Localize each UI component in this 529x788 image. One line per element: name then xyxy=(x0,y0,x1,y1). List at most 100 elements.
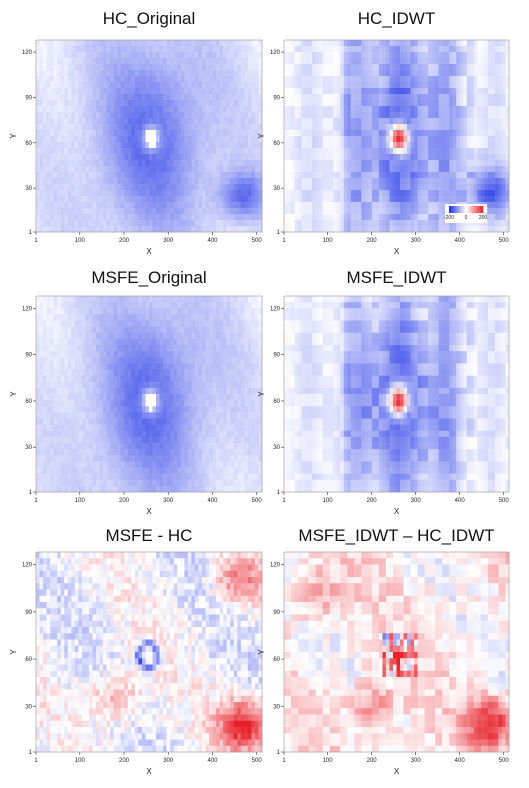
heatmap-cell xyxy=(431,142,436,149)
heatmap-cell xyxy=(113,357,118,364)
heatmap-cell xyxy=(120,118,125,125)
heatmap-cell xyxy=(60,76,65,83)
heatmap-cell xyxy=(78,338,83,346)
heatmap-cell xyxy=(480,148,485,155)
heatmap-cell xyxy=(284,40,288,47)
heatmap-cell xyxy=(354,136,359,143)
heatmap-cell xyxy=(378,118,383,125)
heatmap-cell xyxy=(400,70,404,77)
heatmap-cell xyxy=(131,70,136,77)
heatmap-cell xyxy=(244,118,249,125)
heatmap-cell xyxy=(456,148,461,155)
heatmap-cell xyxy=(81,345,86,352)
heatmap-cell xyxy=(322,118,327,125)
heatmap-cell xyxy=(152,106,157,113)
heatmap-cell xyxy=(53,308,58,315)
heatmap-cell xyxy=(74,363,79,370)
heatmap-cell xyxy=(103,226,108,233)
heatmap-cell xyxy=(113,473,118,481)
heatmap-cell xyxy=(435,136,440,143)
heatmap-cell xyxy=(494,136,499,143)
heatmap-cell xyxy=(57,118,62,125)
heatmap-cell xyxy=(145,202,150,209)
heatmap-cell xyxy=(389,148,394,155)
heatmap-cell xyxy=(347,76,352,83)
heatmap-cell xyxy=(333,202,338,209)
heatmap-cell xyxy=(333,58,338,65)
heatmap-cell xyxy=(187,202,192,209)
heatmap-cell xyxy=(254,160,259,167)
heatmap-cell xyxy=(88,136,93,143)
heatmap-cell xyxy=(247,76,252,83)
heatmap-cell xyxy=(67,160,72,167)
x-tick-label: 500 xyxy=(252,238,263,244)
heatmap-cell xyxy=(141,106,146,113)
heatmap-cell xyxy=(103,296,108,303)
heatmap-cell xyxy=(113,100,118,107)
heatmap-cell xyxy=(410,226,415,233)
heatmap-cell xyxy=(127,208,132,215)
heatmap-cell xyxy=(230,172,235,179)
heatmap-cell xyxy=(92,394,97,401)
heatmap-cell xyxy=(389,94,394,101)
heatmap-cell xyxy=(50,418,55,426)
heatmap-cell xyxy=(354,88,359,95)
heatmap-cell xyxy=(64,100,69,107)
heatmap-cell xyxy=(184,130,189,137)
heatmap-cell xyxy=(71,320,76,328)
heatmap-cell xyxy=(103,387,108,395)
heatmap-cell xyxy=(53,412,58,419)
y-tick-label: 120 xyxy=(270,50,281,56)
heatmap-cell xyxy=(501,172,506,179)
heatmap-cell xyxy=(103,314,108,321)
heatmap-cell xyxy=(117,202,122,209)
heatmap-cell xyxy=(371,58,376,65)
heatmap-cell xyxy=(392,70,397,77)
heatmap-cell xyxy=(149,190,153,197)
heatmap-cell xyxy=(78,154,83,161)
heatmap-cell xyxy=(219,226,224,233)
heatmap-cell xyxy=(85,130,90,137)
heatmap-cell xyxy=(39,430,44,438)
heatmap-cell xyxy=(284,226,288,233)
heatmap-cell xyxy=(382,82,387,89)
heatmap-cell xyxy=(209,154,213,161)
heatmap-cell xyxy=(191,112,196,119)
heatmap-cell xyxy=(117,46,122,53)
heatmap-cell xyxy=(138,214,143,221)
heatmap-cell xyxy=(456,196,461,203)
heatmap-cell xyxy=(480,166,485,173)
heatmap-cell xyxy=(385,76,390,83)
heatmap-cell xyxy=(258,136,263,143)
heatmap-cell xyxy=(216,82,221,89)
heatmap-cell xyxy=(456,64,461,71)
heatmap-cell xyxy=(428,136,433,143)
heatmap-cell xyxy=(421,166,426,173)
heatmap-cell xyxy=(459,82,464,89)
heatmap-cell xyxy=(184,94,189,101)
heatmap-cell xyxy=(64,196,69,203)
heatmap-cell xyxy=(473,220,478,227)
heatmap-cell xyxy=(53,214,58,221)
heatmap-cell xyxy=(230,196,235,203)
heatmap-cell xyxy=(163,226,168,233)
heatmap-cell xyxy=(449,94,454,101)
heatmap-cell xyxy=(326,172,331,179)
heatmap-cell xyxy=(36,314,40,321)
heatmap-cell xyxy=(445,76,450,83)
heatmap-cell xyxy=(371,112,376,119)
heatmap-cell xyxy=(64,208,69,215)
heatmap-cell xyxy=(284,88,288,95)
heatmap-cell xyxy=(470,58,475,65)
heatmap-cell xyxy=(120,455,125,462)
heatmap-cell xyxy=(205,64,210,71)
heatmap-cell xyxy=(498,112,503,119)
heatmap-cell xyxy=(57,172,62,179)
heatmap-cell xyxy=(466,124,471,131)
heatmap-cell xyxy=(216,208,221,215)
heatmap-cell xyxy=(407,88,411,95)
heatmap-cell xyxy=(424,40,429,47)
heatmap-cell xyxy=(60,82,65,89)
heatmap-cell xyxy=(400,214,404,221)
heatmap-cell xyxy=(240,220,245,227)
